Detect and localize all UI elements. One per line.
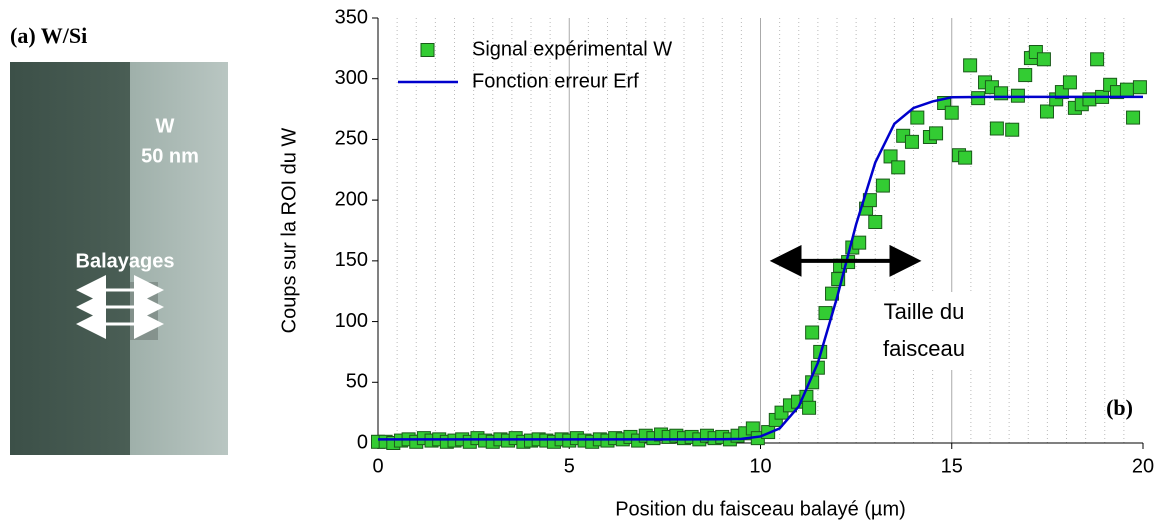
y-tick-label: 50 <box>346 371 368 393</box>
data-point <box>1083 93 1096 106</box>
data-point <box>1037 53 1050 66</box>
data-point <box>964 59 977 72</box>
data-point <box>1040 105 1053 118</box>
legend-label: Signal expérimental W <box>472 38 672 60</box>
data-point <box>1127 111 1140 124</box>
y-tick-label: 250 <box>335 128 368 150</box>
x-tick-label: 20 <box>1132 455 1154 477</box>
data-point <box>1133 81 1146 94</box>
page: (a) W/Si W 50 nm Balayages 0510152005010… <box>0 0 1164 530</box>
annotation: Taille du <box>884 299 965 324</box>
panel-b-label: (b) <box>1106 395 1133 420</box>
y-tick-label: 350 <box>335 6 368 28</box>
data-point <box>1120 83 1133 96</box>
y-tick-label: 200 <box>335 188 368 210</box>
thickness-label: 50 nm <box>141 145 199 167</box>
data-point <box>945 106 958 119</box>
panel-a-label: (a) W/Si <box>10 23 87 48</box>
data-point <box>1063 76 1076 89</box>
legend-marker <box>421 44 434 57</box>
data-point <box>990 122 1003 135</box>
y-tick-label: 150 <box>335 249 368 271</box>
data-point <box>1019 69 1032 82</box>
x-axis-label: Position du faisceau balayé (µm) <box>615 498 906 520</box>
data-point <box>959 151 972 164</box>
data-point <box>806 326 819 339</box>
y-tick-label: 300 <box>335 67 368 89</box>
data-point <box>1006 123 1019 136</box>
scan-label: Balayages <box>76 250 175 272</box>
figure: (a) W/Si W 50 nm Balayages 0510152005010… <box>0 0 1164 525</box>
y-tick-label: 0 <box>357 431 368 453</box>
layer-label: W <box>156 115 175 137</box>
data-point <box>853 236 866 249</box>
x-tick-label: 15 <box>941 455 963 477</box>
annotation: faisceau <box>883 336 965 361</box>
data-point <box>930 127 943 140</box>
data-point <box>911 111 924 124</box>
y-tick-label: 100 <box>335 310 368 332</box>
data-point <box>905 135 918 148</box>
x-tick-label: 10 <box>749 455 771 477</box>
x-tick-label: 0 <box>372 455 383 477</box>
x-tick-label: 5 <box>564 455 575 477</box>
data-point <box>803 401 816 414</box>
legend-label: Fonction erreur Erf <box>472 70 639 92</box>
data-point <box>876 179 889 192</box>
data-point <box>869 216 882 229</box>
data-point <box>892 161 905 174</box>
data-point <box>1091 53 1104 66</box>
y-axis-label: Coups sur la ROI du W <box>278 128 300 334</box>
